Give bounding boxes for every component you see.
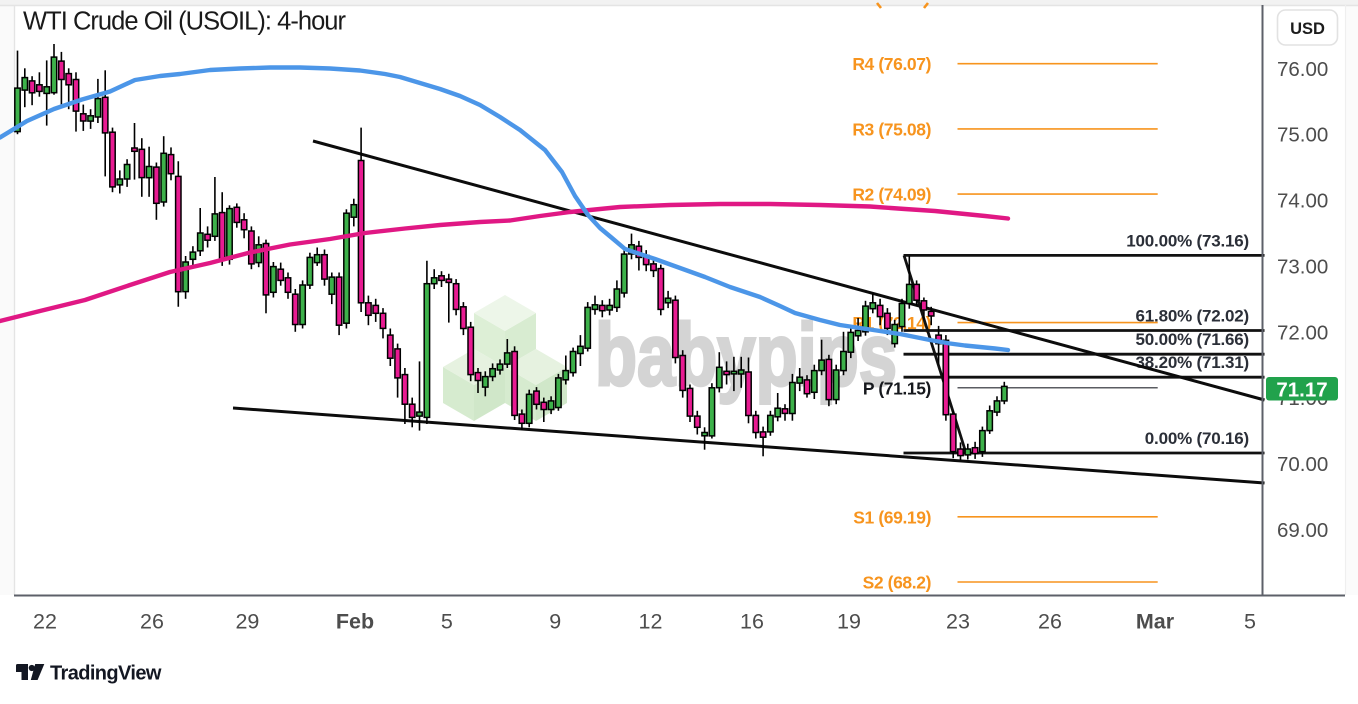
svg-text:19: 19 — [837, 610, 861, 634]
svg-text:73.00: 73.00 — [1277, 255, 1328, 278]
svg-text:38.20% (71.31): 38.20% (71.31) — [1136, 353, 1249, 372]
svg-text:9: 9 — [549, 610, 561, 634]
svg-text:WTI Crude Oil (USOIL): 4-hour: WTI Crude Oil (USOIL): 4-hour — [23, 8, 347, 36]
svg-text:16: 16 — [740, 610, 764, 634]
svg-text:70.00: 70.00 — [1277, 453, 1328, 476]
svg-text:S1 (69.19): S1 (69.19) — [853, 507, 931, 527]
svg-text:61.80% (72.02): 61.80% (72.02) — [1136, 307, 1249, 326]
svg-text:72.00: 72.00 — [1277, 321, 1328, 344]
svg-text:5: 5 — [1244, 610, 1256, 634]
svg-text:22: 22 — [33, 610, 57, 634]
svg-text:23: 23 — [946, 610, 970, 634]
svg-text:26: 26 — [1038, 610, 1062, 634]
svg-text:R3 (75.08): R3 (75.08) — [852, 119, 931, 139]
svg-text:50.00% (71.66): 50.00% (71.66) — [1136, 330, 1249, 349]
svg-text:74.00: 74.00 — [1277, 190, 1328, 213]
svg-text:5: 5 — [441, 610, 453, 634]
svg-text:76.00: 76.00 — [1277, 58, 1328, 81]
svg-text:S2 (68.2): S2 (68.2) — [863, 573, 931, 593]
svg-text:75.00: 75.00 — [1277, 124, 1328, 147]
svg-text:71.17: 71.17 — [1276, 379, 1327, 402]
svg-text:69.00: 69.00 — [1277, 519, 1328, 542]
svg-text:Feb: Feb — [336, 610, 374, 634]
svg-text:P (71.15): P (71.15) — [863, 378, 931, 398]
svg-text:100.00% (73.16): 100.00% (73.16) — [1126, 231, 1249, 250]
svg-text:26: 26 — [140, 610, 164, 634]
svg-text:USD: USD — [1290, 20, 1325, 38]
svg-text:12: 12 — [639, 610, 663, 634]
svg-text:Mar: Mar — [1136, 610, 1175, 634]
svg-text:R2 (74.09): R2 (74.09) — [852, 185, 931, 205]
svg-text:TradingView: TradingView — [50, 663, 162, 685]
svg-text:29: 29 — [235, 610, 259, 634]
svg-text:R4 (76.07): R4 (76.07) — [852, 54, 931, 74]
svg-text:0.00% (70.16): 0.00% (70.16) — [1145, 429, 1249, 448]
